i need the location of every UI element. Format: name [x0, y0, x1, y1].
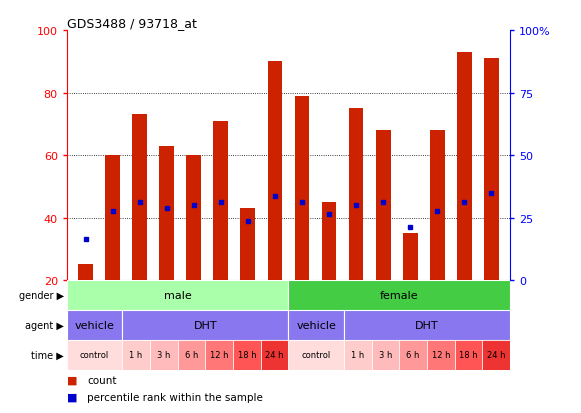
Text: 1 h: 1 h	[130, 350, 143, 359]
Bar	[241, 209, 256, 280]
Bar	[321, 202, 336, 280]
Text: DHT: DHT	[415, 320, 439, 330]
Bar	[344, 310, 510, 340]
Bar	[122, 340, 150, 370]
Bar	[150, 340, 178, 370]
Bar	[67, 280, 288, 310]
Text: control: control	[302, 350, 331, 359]
Text: 6 h: 6 h	[185, 350, 198, 359]
Bar	[187, 156, 201, 280]
Bar	[349, 109, 364, 280]
Text: ■: ■	[67, 375, 77, 385]
Text: 12 h: 12 h	[210, 350, 228, 359]
Bar	[78, 265, 93, 280]
Text: 18 h: 18 h	[459, 350, 478, 359]
Text: 18 h: 18 h	[238, 350, 256, 359]
Bar	[67, 340, 122, 370]
Bar	[376, 131, 390, 280]
Bar	[233, 340, 261, 370]
Bar	[178, 340, 205, 370]
Bar	[344, 340, 372, 370]
Text: DHT: DHT	[193, 320, 217, 330]
Bar	[288, 340, 344, 370]
Text: 24 h: 24 h	[487, 350, 505, 359]
Bar	[105, 156, 120, 280]
Bar	[484, 59, 498, 280]
Bar	[295, 97, 310, 280]
Text: vehicle: vehicle	[296, 320, 336, 330]
Bar	[427, 340, 455, 370]
Bar	[132, 115, 147, 280]
Text: GDS3488 / 93718_at: GDS3488 / 93718_at	[67, 17, 197, 30]
Bar	[455, 340, 482, 370]
Bar	[205, 340, 233, 370]
Text: 12 h: 12 h	[432, 350, 450, 359]
Text: agent ▶: agent ▶	[25, 320, 64, 330]
Text: 1 h: 1 h	[351, 350, 364, 359]
Bar	[122, 310, 288, 340]
Text: time ▶: time ▶	[31, 350, 64, 360]
Bar	[261, 340, 288, 370]
Text: gender ▶: gender ▶	[19, 290, 64, 300]
Text: control: control	[80, 350, 109, 359]
Text: count: count	[87, 375, 117, 385]
Text: 24 h: 24 h	[266, 350, 284, 359]
Text: percentile rank within the sample: percentile rank within the sample	[87, 392, 263, 402]
Bar	[213, 121, 228, 280]
Text: ■: ■	[67, 392, 77, 402]
Text: female: female	[380, 290, 418, 300]
Bar	[372, 340, 399, 370]
Bar	[430, 131, 444, 280]
Bar	[403, 234, 418, 280]
Bar	[288, 310, 344, 340]
Bar	[67, 310, 122, 340]
Bar	[399, 340, 427, 370]
Bar	[457, 53, 472, 280]
Text: vehicle: vehicle	[74, 320, 114, 330]
Text: 6 h: 6 h	[407, 350, 420, 359]
Text: male: male	[164, 290, 192, 300]
Text: 3 h: 3 h	[379, 350, 392, 359]
Bar	[482, 340, 510, 370]
Text: 3 h: 3 h	[157, 350, 170, 359]
Bar	[267, 62, 282, 280]
Bar	[159, 146, 174, 280]
Bar	[288, 280, 510, 310]
